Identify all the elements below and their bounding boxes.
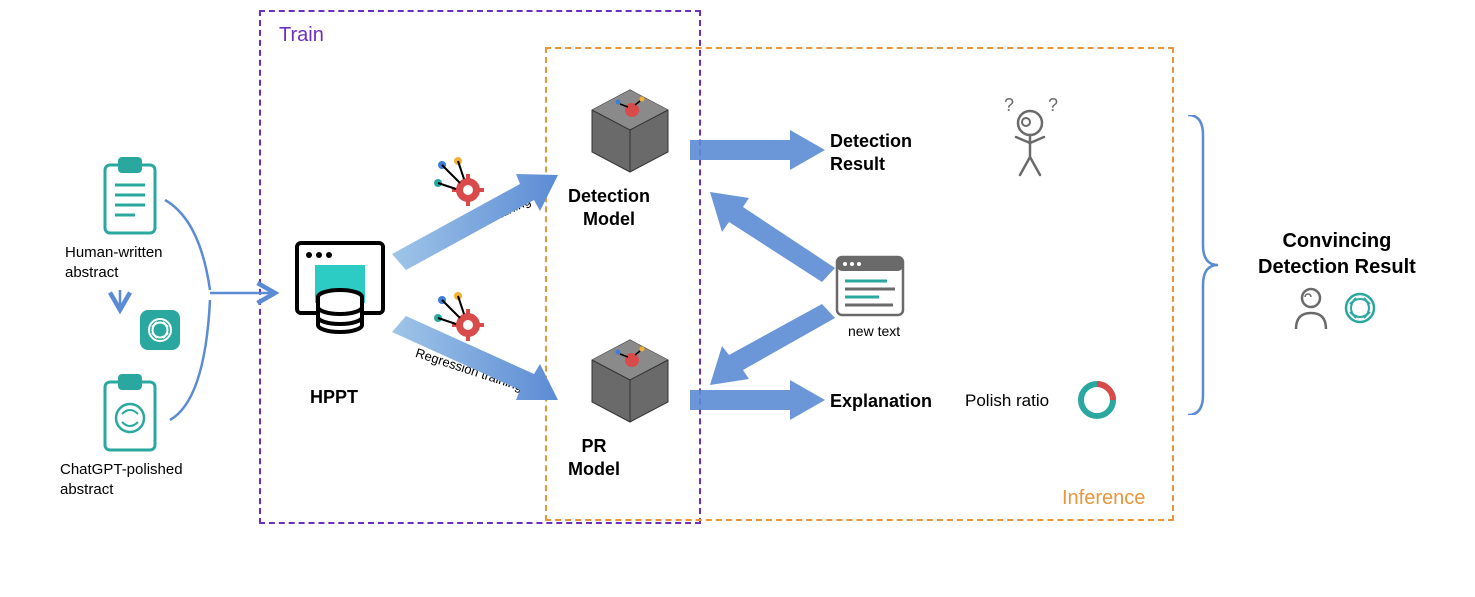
detection-model-label: Detection Model — [568, 185, 650, 232]
confused-person-icon: ? ? — [990, 95, 1070, 185]
convincing-result-label: Convincing Detection Result — [1258, 228, 1416, 280]
new-text-label: new text — [848, 322, 900, 340]
clipboard-polished-icon — [95, 370, 165, 460]
svg-text:?: ? — [1004, 95, 1014, 115]
human-abstract-label: Human-written abstract — [65, 243, 163, 282]
explanation-label: Explanation — [830, 390, 932, 413]
openai-badge-icon — [140, 310, 180, 350]
clipboard-human-icon — [95, 153, 165, 243]
person-icon — [1290, 285, 1332, 331]
gear-network-icon-2 — [430, 290, 485, 345]
brace-icon — [1183, 115, 1223, 415]
svg-text:?: ? — [1048, 95, 1058, 115]
train-label: Train — [279, 22, 324, 48]
inference-label: Inference — [1062, 485, 1145, 511]
donut-chart-icon — [1075, 378, 1119, 422]
openai-outline-icon — [1340, 288, 1380, 328]
pr-model-cube-icon — [580, 330, 680, 430]
chatgpt-abstract-label: ChatGPT-polished abstract — [60, 460, 183, 499]
database-icon — [285, 235, 395, 345]
polish-ratio-label: Polish ratio — [965, 390, 1049, 412]
gear-network-icon-1 — [430, 155, 485, 210]
hppt-label: HPPT — [310, 386, 358, 409]
new-text-window-icon — [835, 255, 905, 317]
detection-model-cube-icon — [580, 80, 680, 180]
detection-result-label: Detection Result — [830, 130, 912, 177]
pr-model-label: PR Model — [568, 435, 620, 482]
